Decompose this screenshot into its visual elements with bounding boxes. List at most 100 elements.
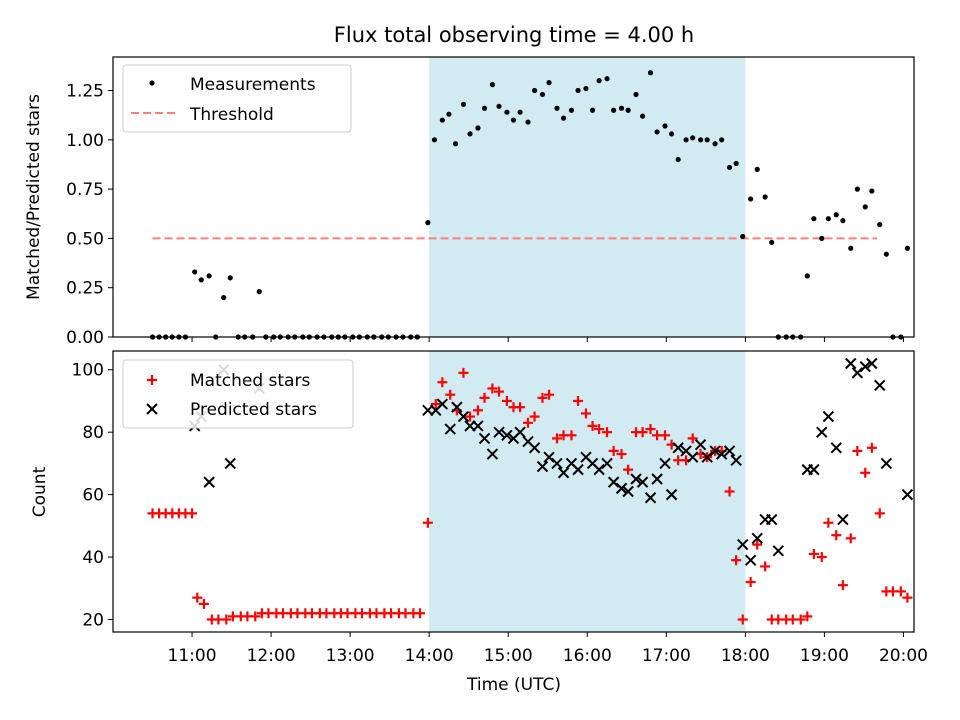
y-tick-label: 0.25: [66, 279, 104, 299]
predicted-star-marker-b: [472, 420, 484, 432]
predicted-star-point: [543, 451, 555, 463]
matched-star-point: [608, 445, 619, 456]
bottom-y-axis-label: Count: [30, 466, 50, 517]
predicted-star-points: [188, 357, 914, 566]
matched-star-point: [637, 427, 648, 438]
measurement-point: [539, 91, 546, 98]
measurement-point: [811, 216, 817, 222]
matched-star-point: [573, 395, 584, 406]
predicted-star-point: [486, 448, 499, 460]
measurement-point: [675, 156, 681, 163]
predicted-star-point: [694, 438, 707, 451]
y-tick-label: 100: [72, 361, 104, 381]
matched-star-point: [587, 420, 598, 431]
y-tick-label: 80: [82, 423, 104, 443]
predicted-star-marker-b: [644, 492, 657, 504]
predicted-star-marker-b: [715, 448, 728, 460]
measurement-point: [854, 186, 860, 192]
y-tick-label: 60: [82, 486, 104, 506]
predicted-star-marker-b: [694, 438, 707, 451]
y-tick-label: 40: [82, 548, 104, 568]
predicted-star-marker-b: [665, 488, 678, 501]
measurement-point: [668, 131, 675, 137]
matched-star-point: [852, 445, 863, 456]
predicted-star-point: [808, 463, 820, 476]
predicted-star-point: [528, 442, 541, 454]
predicted-star-marker-b: [622, 485, 634, 498]
predicted-star-point: [224, 457, 236, 470]
y-tick-label: 1.00: [66, 131, 104, 151]
predicted-star-marker-b: [565, 457, 578, 470]
predicted-star-marker-b: [837, 513, 849, 526]
predicted-star-marker-b: [730, 454, 742, 466]
measurement-point: [618, 105, 625, 111]
x-tick-label: 14:00: [405, 646, 454, 666]
measurement-point: [198, 277, 204, 283]
predicted-star-point: [203, 476, 215, 488]
measurement-point: [517, 109, 523, 115]
measurement-point: [877, 222, 883, 228]
measurement-point: [719, 137, 725, 143]
predicted-star-point: [715, 448, 728, 460]
measurement-point: [227, 275, 233, 281]
bottom-legend: Matched stars Predicted stars: [122, 359, 354, 429]
legend-matched-label: Matched stars: [190, 371, 310, 391]
predicted-star-point: [572, 463, 584, 476]
measurement-point: [647, 70, 654, 76]
matched-star-point: [760, 561, 771, 572]
measurement-point: [256, 289, 262, 295]
measurement-point: [460, 101, 467, 107]
measurement-point: [640, 113, 646, 119]
matched-star-point: [724, 486, 735, 497]
measurement-point: [489, 82, 496, 88]
predicted-star-marker-b: [651, 473, 663, 485]
predicted-star-marker-b: [680, 445, 692, 457]
predicted-star-marker-b: [501, 429, 513, 442]
matched-star-point: [823, 517, 834, 528]
predicted-star-marker-b: [580, 451, 592, 463]
predicted-star-marker-b: [672, 442, 684, 454]
matched-star-point: [458, 367, 469, 378]
measurement-point: [510, 117, 517, 123]
predicted-star-marker-b: [457, 410, 470, 423]
predicted-star-marker-b: [866, 357, 878, 370]
measurement-point: [697, 137, 704, 143]
measurement-point: [704, 137, 710, 143]
matched-star-point: [465, 411, 476, 422]
predicted-star-point: [514, 426, 526, 438]
predicted-star-point: [730, 454, 742, 466]
x-tick-label: 12:00: [247, 646, 296, 666]
predicted-star-marker-b: [816, 426, 828, 438]
predicted-star-point: [457, 410, 470, 423]
top-axes-frame: [112, 56, 915, 338]
measurement-point: [568, 107, 575, 113]
predicted-star-marker-b: [514, 426, 526, 438]
matched-star-point: [831, 530, 842, 541]
predicted-star-marker-b: [601, 457, 613, 470]
predicted-star-marker-b: [451, 401, 463, 413]
measurement-point: [762, 194, 768, 200]
matched-star-point: [501, 395, 512, 406]
measurement-point: [604, 76, 610, 82]
matched-star-point: [422, 517, 433, 528]
matched-star-point: [537, 392, 548, 403]
predicted-star-point: [845, 357, 857, 370]
legend-predicted-marker: [146, 403, 158, 415]
predicted-star-point: [478, 432, 491, 445]
predicted-star-marker-b: [528, 442, 541, 454]
measurement-point: [904, 245, 911, 251]
bottom-legend-box: [122, 359, 354, 429]
x-tick-label: 11:00: [168, 646, 217, 666]
measurement-point: [431, 137, 438, 143]
x-axis-label: Time (UTC): [466, 675, 561, 695]
measurement-point: [712, 141, 718, 147]
x-tick-label: 20:00: [879, 646, 928, 666]
matched-star-point: [645, 424, 656, 435]
predicted-star-point: [837, 513, 849, 526]
matched-star-point: [580, 408, 591, 419]
measurement-point: [862, 204, 868, 210]
predicted-star-marker-b: [744, 554, 757, 566]
bottom-axes-frame: [112, 350, 915, 633]
matched-star-point: [602, 427, 613, 438]
predicted-star-point: [601, 457, 613, 470]
